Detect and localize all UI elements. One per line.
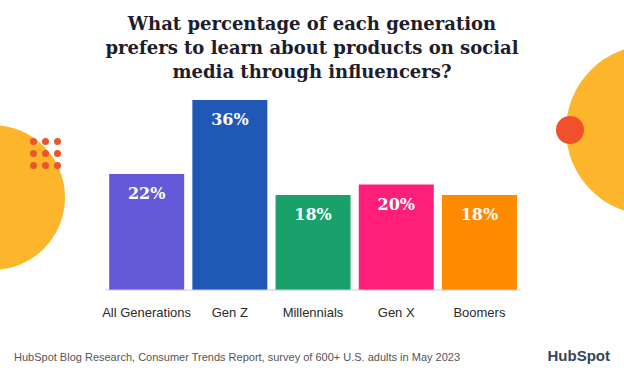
svg-text:18%: 18% bbox=[461, 205, 498, 224]
html-text:HubSpot Blog Research, Consume: HubSpot Blog Research, Consumer Trends R… bbox=[14, 351, 460, 363]
svg-text:Gen Z: Gen Z bbox=[212, 305, 248, 320]
html-text:What percentage of each genera: What percentage of each generation prefe… bbox=[105, 13, 519, 82]
svg-text:22%: 22% bbox=[128, 184, 165, 203]
svg-text:18%: 18% bbox=[294, 205, 331, 224]
svg-text:All Generations: All Generations bbox=[102, 305, 191, 320]
svg-text:Gen X: Gen X bbox=[378, 305, 415, 320]
svg-text:20%: 20% bbox=[378, 195, 415, 214]
html-text:HubSpot: HubSpot bbox=[547, 347, 610, 364]
svg-text:36%: 36% bbox=[211, 110, 248, 129]
svg-text:Millennials: Millennials bbox=[283, 305, 344, 320]
svg-text:Boomers: Boomers bbox=[453, 305, 506, 320]
